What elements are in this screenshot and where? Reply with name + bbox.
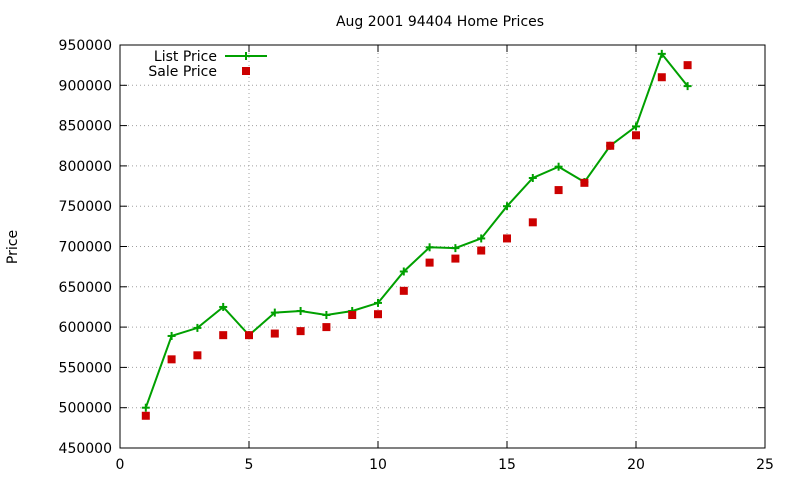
- data-point-list-price: [141, 403, 150, 412]
- y-tick-label: 550000: [59, 360, 112, 376]
- data-point-sale-price: [683, 61, 692, 70]
- data-point-sale-price: [580, 178, 589, 187]
- data-point-sale-price: [554, 186, 563, 195]
- data-point-sale-price: [193, 351, 202, 360]
- y-tick-label: 950000: [59, 38, 112, 54]
- data-point-list-price: [193, 323, 202, 332]
- data-point-list-price: [683, 82, 692, 91]
- y-tick-label: 750000: [59, 199, 112, 215]
- y-axis-label: Price: [5, 230, 21, 264]
- data-point-sale-price: [374, 310, 382, 319]
- x-tick-label: 20: [627, 457, 645, 473]
- legend-label-sale-price: Sale Price: [148, 64, 217, 80]
- y-tick-label: 900000: [59, 78, 112, 94]
- data-point-list-price: [399, 267, 408, 276]
- x-tick-label: 25: [756, 457, 774, 473]
- data-point-list-price: [503, 202, 511, 211]
- x-tick-label: 5: [245, 457, 254, 473]
- data-point-sale-price: [219, 331, 228, 340]
- y-tick-label: 600000: [59, 320, 112, 336]
- data-point-sale-price: [270, 329, 279, 338]
- data-point-sale-price: [296, 327, 305, 336]
- y-tick-label: 850000: [59, 119, 112, 135]
- y-tick-label: 500000: [59, 401, 112, 417]
- data-point-sale-price: [528, 218, 537, 227]
- data-point-sale-price: [245, 331, 253, 340]
- data-point-sale-price: [141, 411, 150, 420]
- data-point-sale-price: [451, 254, 460, 263]
- data-point-list-price: [374, 298, 382, 307]
- data-point-sale-price: [167, 355, 176, 364]
- x-tick-label: 15: [498, 457, 516, 473]
- data-point-sale-price: [348, 311, 357, 320]
- y-tick-label: 800000: [59, 159, 112, 175]
- y-tick-label: 700000: [59, 240, 112, 256]
- legend-label-list-price: List Price: [154, 49, 217, 65]
- data-point-sale-price: [503, 234, 511, 243]
- grid: [120, 45, 765, 448]
- data-point-list-price: [554, 162, 563, 171]
- data-point-sale-price: [425, 258, 434, 267]
- data-point-sale-price: [606, 141, 615, 150]
- axis-ticks: 0 5 10 15 20 25 450000 500000 550000 600000 650000…: [59, 38, 774, 473]
- data-point-list-price: [270, 308, 279, 317]
- data-point-sale-price: [477, 246, 486, 255]
- x-tick-label: 10: [369, 457, 387, 473]
- data-point-list-price: [477, 234, 486, 243]
- data-point-list-price: [425, 243, 434, 252]
- data-point-sale-price: [657, 73, 666, 82]
- data-layer: [141, 49, 692, 420]
- data-point-sale-price: [399, 286, 408, 295]
- legend-marker-list-price: [242, 52, 250, 60]
- y-tick-label: 450000: [59, 441, 112, 457]
- series-list-price: [141, 49, 692, 412]
- data-point-list-price: [657, 49, 666, 58]
- data-point-list-price: [322, 311, 331, 320]
- data-point-list-price: [219, 302, 228, 311]
- data-point-sale-price: [322, 323, 331, 332]
- x-tick-label: 0: [116, 457, 125, 473]
- data-point-list-price: [632, 122, 640, 131]
- legend: List Price Sale Price: [148, 49, 267, 80]
- chart-title: Aug 2001 94404 Home Prices: [336, 14, 544, 30]
- data-point-list-price: [296, 306, 305, 315]
- data-point-list-price: [528, 173, 537, 182]
- data-point-sale-price: [632, 131, 640, 140]
- data-point-list-price: [167, 331, 176, 340]
- series-line: [144, 51, 689, 409]
- series-sale-price: [141, 61, 692, 420]
- legend-marker-sale-price: [242, 67, 250, 75]
- y-tick-label: 650000: [59, 280, 112, 296]
- data-point-list-price: [451, 244, 460, 253]
